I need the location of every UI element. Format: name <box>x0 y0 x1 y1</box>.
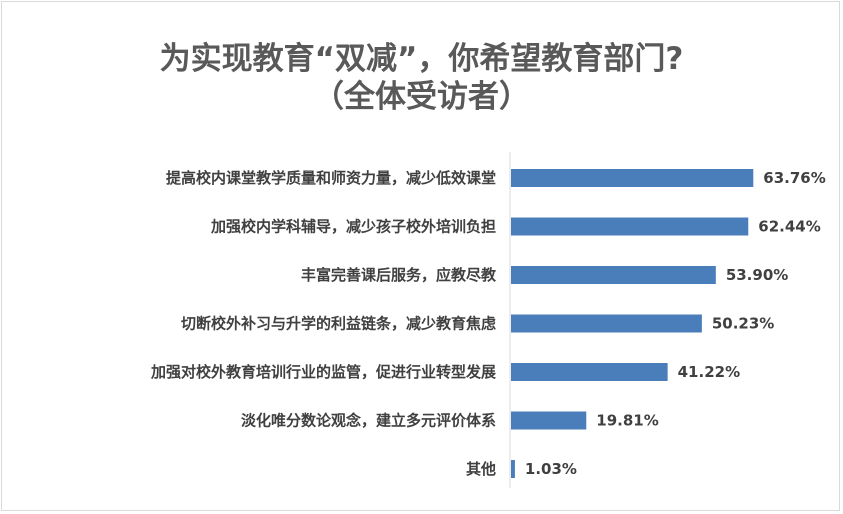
bar <box>511 411 587 430</box>
category-label: 加强校内学科辅导，减少孩子校外培训负担 <box>210 218 496 236</box>
bar <box>511 460 515 478</box>
chart-title-block: 为实现教育“双减”，你希望教育部门? （全体受访者） <box>0 40 843 116</box>
chart-title: 为实现教育“双减”，你希望教育部门? <box>159 41 684 77</box>
data-label: 62.44% <box>758 218 820 236</box>
category-label: 丰富完善课后服务，应教尽教 <box>301 266 497 284</box>
category-label: 切断校外补习与升学的利益链条，减少教育焦虑 <box>181 315 496 333</box>
data-label: 1.03% <box>525 460 577 478</box>
chart-subtitle: （全体受访者） <box>313 79 530 115</box>
bar <box>511 266 716 284</box>
data-label: 19.81% <box>596 412 658 430</box>
bar <box>511 314 702 333</box>
bar <box>511 217 749 236</box>
data-label: 53.90% <box>726 266 788 284</box>
bar <box>511 363 668 381</box>
data-label: 41.22% <box>678 363 740 381</box>
category-label: 淡化唯分数论观念，建立多元评价体系 <box>241 412 496 430</box>
category-label: 其他 <box>466 460 496 478</box>
category-label: 加强对校外教育培训行业的监管，促进行业转型发展 <box>150 363 496 381</box>
category-label: 提高校内课堂教学质量和师资力量，减少低效课堂 <box>166 169 496 187</box>
data-label: 50.23% <box>712 315 774 333</box>
data-label: 63.76% <box>763 169 825 187</box>
bar <box>511 169 754 187</box>
